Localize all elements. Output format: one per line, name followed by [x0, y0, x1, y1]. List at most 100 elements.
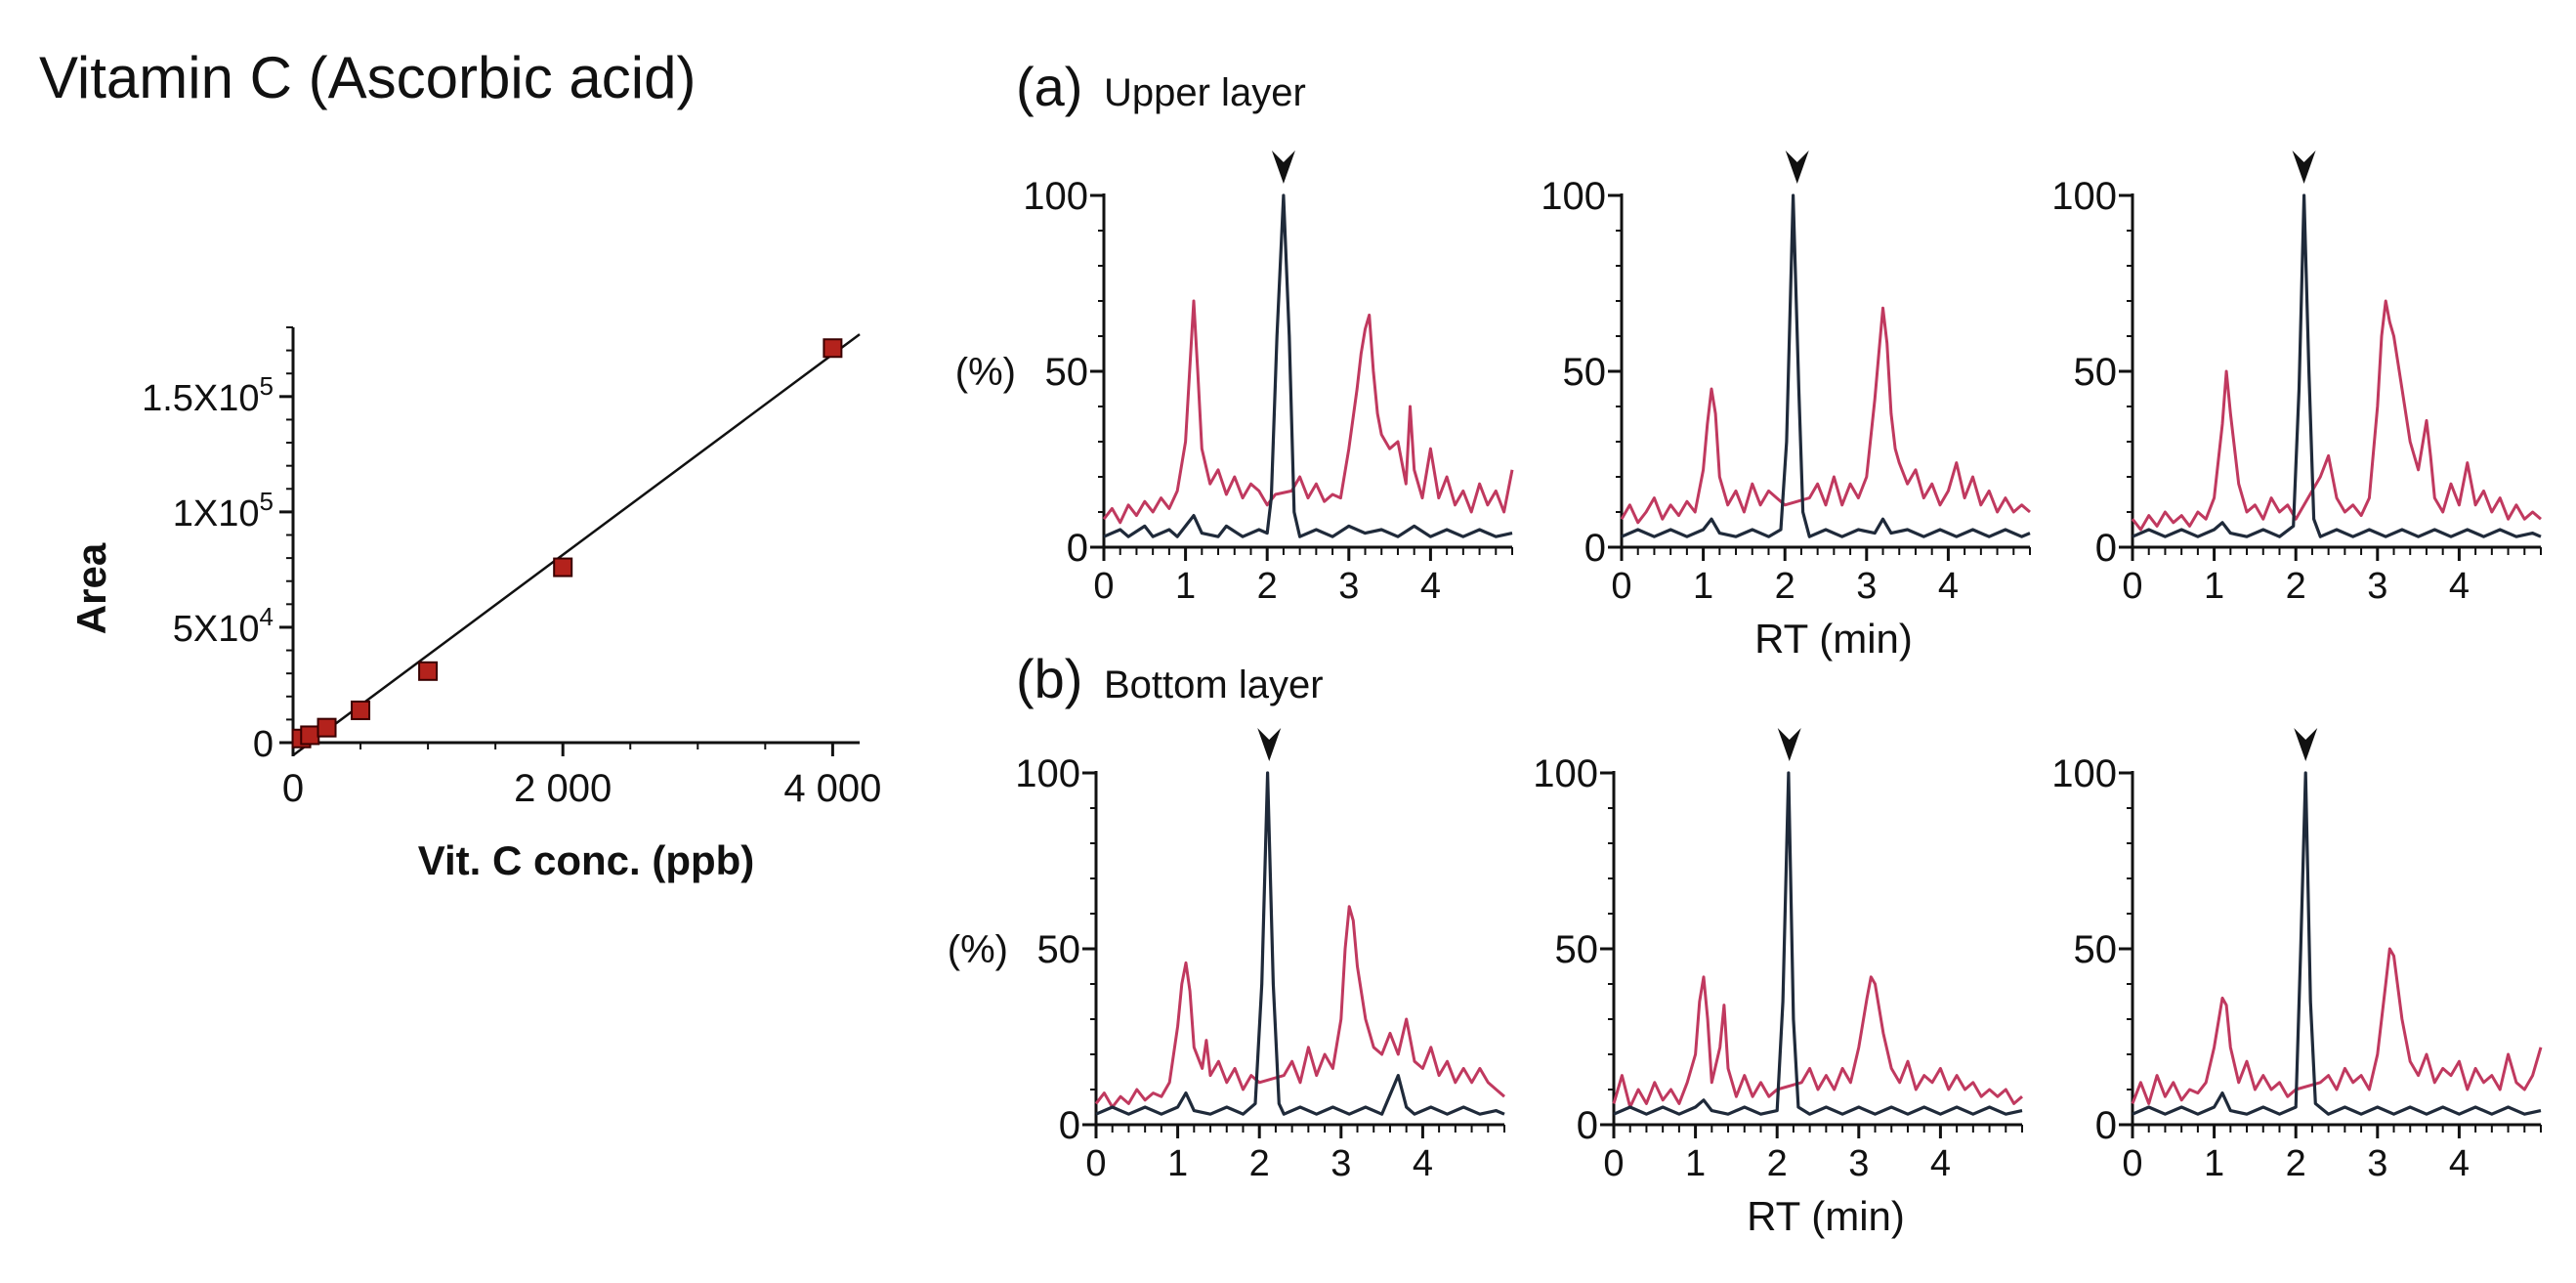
chrom-x-tick-label: 1 — [1685, 1143, 1706, 1184]
chrom-x-tick-label: 3 — [1848, 1143, 1869, 1184]
chrom-rt-label: RT (min) — [1747, 1193, 1905, 1239]
cal-y-tick-label: 1.5X105 — [142, 371, 274, 419]
chrom-series-pink — [2131, 299, 2542, 532]
chrom-x-tick-label: 4 — [2449, 1143, 2470, 1184]
chrom-x-tick-label: 2 — [1257, 566, 1278, 607]
panel-a-label: Upper layer — [1104, 71, 1306, 114]
chrom-x-tick-label: 0 — [1085, 1143, 1106, 1184]
cal-y-tick-base: 5X10 — [173, 609, 260, 650]
chrom-x-tick-label: 1 — [1167, 1143, 1188, 1184]
chrom-peak-marker — [1777, 728, 1801, 761]
chrom-x-tick-label: 4 — [1420, 566, 1441, 607]
chrom-y-tick-label: 100 — [1015, 752, 1080, 795]
cal-fit-line — [292, 333, 861, 756]
chrom-x-tick-label: 3 — [2367, 566, 2387, 607]
cal-y-axis-label: Area — [68, 542, 114, 634]
figure-title: Vitamin C (Ascorbic acid) — [39, 45, 696, 110]
chrom-x-tick-label: 0 — [1603, 1143, 1624, 1184]
chrom-y-tick-label: 50 — [1037, 928, 1081, 971]
chromatogram-a3: 0 50 100 0 1 2 3 4 — [2051, 150, 2542, 607]
chrom-y-tick-label: 0 — [1059, 1104, 1080, 1147]
chrom-x-tick-label: 2 — [1775, 566, 1795, 607]
cal-y-tick-exponent: 5 — [260, 487, 274, 516]
chrom-y-tick-label: 50 — [1045, 351, 1089, 394]
cal-x-tick-label: 4 000 — [783, 767, 881, 810]
chromatogram-a2: 0 50 100 0 1 2 3 4 RT (min) — [1541, 150, 2031, 662]
chrom-x-tick-label: 4 — [2449, 566, 2470, 607]
chrom-y-tick-label: 0 — [1584, 527, 1606, 570]
chrom-y-tick-label: 100 — [2051, 175, 2117, 218]
chrom-series-pink — [1094, 905, 1505, 1109]
chrom-x-tick-label: 1 — [2204, 566, 2224, 607]
cal-data-point — [553, 557, 573, 577]
chrom-x-tick-label: 1 — [2204, 1143, 2224, 1184]
chrom-x-tick-label: 1 — [1693, 566, 1713, 607]
cal-y-tick-exponent: 4 — [260, 602, 274, 631]
cal-data-point — [300, 725, 320, 746]
chrom-y-tick-label: 100 — [1023, 175, 1088, 218]
cal-y-tick-base: 0 — [253, 724, 274, 765]
chrom-peak-marker — [2292, 150, 2316, 184]
cal-y-tick-exponent: 5 — [260, 371, 274, 401]
chrom-peak-marker — [1257, 728, 1282, 761]
chrom-x-tick-label: 3 — [2367, 1143, 2387, 1184]
cal-data-point — [823, 338, 843, 359]
chrom-series-dark — [1613, 771, 2023, 1116]
chrom-series-dark — [2132, 771, 2542, 1116]
chrom-y-tick-label: 50 — [2074, 928, 2118, 971]
chrom-percent-label: (%) — [955, 351, 1016, 394]
chrom-x-tick-label: 4 — [1413, 1143, 1433, 1184]
chrom-series-dark — [2132, 193, 2542, 538]
chrom-x-tick-label: 0 — [1093, 566, 1114, 607]
chrom-x-tick-label: 4 — [1938, 566, 1959, 607]
panel-b-label: Bottom layer — [1104, 663, 1324, 706]
chrom-y-tick-label: 0 — [2095, 527, 2117, 570]
cal-y-tick-label: 5X104 — [173, 602, 274, 650]
chrom-series-dark — [1621, 193, 2031, 538]
cal-data-point — [351, 700, 371, 720]
cal-y-tick-base: 1.5X10 — [142, 378, 259, 419]
chrom-y-tick-label: 50 — [1563, 351, 1607, 394]
chrom-series-dark — [1103, 193, 1513, 538]
chrom-x-tick-label: 0 — [2122, 1143, 2142, 1184]
chrom-x-tick-label: 3 — [1338, 566, 1359, 607]
chrom-y-tick-label: 100 — [1541, 175, 1606, 218]
chrom-peak-marker — [2294, 728, 2318, 761]
chrom-peak-marker — [1271, 150, 1295, 184]
chromatogram-b2: 0 50 100 0 1 2 3 4 RT (min) — [1533, 728, 2023, 1239]
chrom-y-tick-label: 0 — [2095, 1104, 2117, 1147]
chromatogram-a1: 0 50 100 0 1 2 3 4 (%) — [955, 150, 1514, 607]
panel-b-letter: (b) — [1016, 648, 1082, 709]
chrom-x-tick-label: 3 — [1856, 566, 1877, 607]
chrom-y-tick-label: 100 — [1533, 752, 1598, 795]
cal-y-tick-label: 0 — [253, 724, 274, 765]
chrom-x-tick-label: 4 — [1930, 1143, 1951, 1184]
panel-a-letter: (a) — [1016, 56, 1082, 117]
chrom-series-pink — [2131, 947, 2543, 1105]
chrom-x-tick-label: 1 — [1175, 566, 1196, 607]
chrom-x-tick-label: 2 — [2286, 566, 2306, 607]
chrom-x-tick-label: 2 — [2286, 1143, 2306, 1184]
chrom-y-tick-label: 50 — [2074, 351, 2118, 394]
chrom-rt-label: RT (min) — [1754, 616, 1913, 662]
cal-x-axis-label: Vit. C conc. (ppb) — [418, 837, 755, 883]
chrom-y-tick-label: 100 — [2051, 752, 2117, 795]
chrom-y-tick-label: 50 — [1555, 928, 1599, 971]
chrom-x-tick-label: 2 — [1767, 1143, 1788, 1184]
chrom-percent-label: (%) — [948, 928, 1008, 971]
chrom-series-pink — [1102, 299, 1514, 525]
chromatogram-b1: 0 50 100 0 1 2 3 4 (%) — [948, 728, 1505, 1184]
cal-data-point — [418, 661, 439, 681]
chrom-series-pink — [1620, 306, 2031, 525]
cal-x-tick-label: 2 000 — [514, 767, 612, 810]
cal-y-tick-base: 1X10 — [173, 493, 260, 535]
chrom-x-tick-label: 2 — [1249, 1143, 1270, 1184]
chrom-y-tick-label: 0 — [1067, 527, 1088, 570]
chrom-x-tick-label: 0 — [2122, 566, 2142, 607]
chrom-series-dark — [1095, 771, 1505, 1116]
chromatogram-b3: 0 50 100 0 1 2 3 4 — [2051, 728, 2543, 1184]
chrom-peak-marker — [1785, 150, 1809, 184]
cal-x-tick-label: 0 — [282, 767, 304, 810]
